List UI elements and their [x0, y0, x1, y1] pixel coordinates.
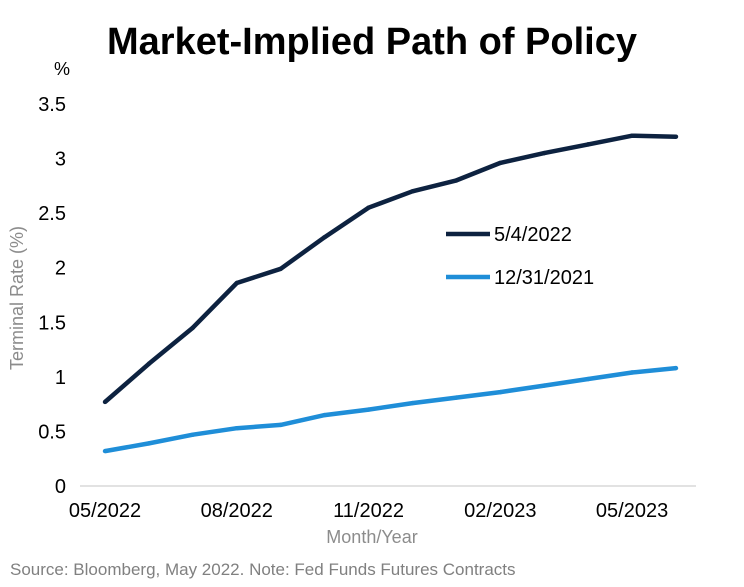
data-point: [366, 407, 371, 412]
data-point: [322, 234, 327, 240]
x-tick-label: 05/2023: [596, 500, 668, 522]
chart-title: Market-Implied Path of Policy: [107, 21, 637, 63]
y-axis: 0 0.5 1 1.5 2 2.5 3 3.5: [38, 94, 66, 498]
data-point: [498, 160, 503, 166]
x-axis-label: Month/Year: [326, 527, 417, 547]
series-line-2: [104, 365, 677, 454]
y-tick-label: 2.5: [38, 203, 66, 225]
data-point: [278, 266, 283, 272]
data-point: [454, 395, 459, 400]
data-point: [498, 389, 503, 395]
y-unit-label: %: [54, 59, 70, 79]
data-point: [410, 400, 415, 406]
source-note: Source: Bloomberg, May 2022. Note: Fed F…: [10, 560, 516, 579]
data-point: [102, 399, 108, 405]
y-tick-label: 0.5: [38, 421, 66, 443]
data-point: [629, 370, 635, 375]
data-point: [322, 412, 327, 418]
data-point: [585, 142, 591, 147]
data-point: [146, 441, 152, 446]
data-point: [278, 422, 283, 428]
x-tick-label: 02/2023: [464, 500, 536, 522]
data-point: [234, 280, 239, 286]
data-point: [102, 448, 108, 454]
y-axis-label: Terminal Rate (%): [7, 226, 27, 370]
y-tick-label: 1.5: [38, 312, 66, 334]
data-point: [410, 189, 415, 194]
y-tick-label: 0: [55, 476, 66, 498]
y-tick-label: 1: [55, 367, 66, 389]
data-point: [673, 365, 679, 371]
data-point: [234, 425, 239, 431]
x-tick-label: 08/2022: [201, 500, 273, 522]
legend: 5/4/2022 12/31/2021: [446, 224, 594, 289]
y-tick-label: 3: [55, 149, 66, 171]
data-point: [673, 134, 679, 139]
data-point: [190, 325, 196, 330]
legend-label: 12/31/2021: [494, 267, 594, 289]
data-point: [542, 383, 547, 388]
x-tick-label: 05/2022: [69, 500, 141, 522]
data-point: [454, 178, 459, 183]
series-lines: [102, 133, 679, 454]
legend-label: 5/4/2022: [494, 224, 572, 246]
data-point: [146, 361, 152, 366]
data-point: [542, 150, 547, 156]
y-tick-label: 2: [55, 258, 66, 280]
data-point: [585, 376, 591, 382]
y-tick-label: 3.5: [38, 94, 66, 116]
data-point: [366, 205, 371, 210]
data-point: [629, 133, 635, 138]
x-tick-label: 11/2022: [333, 500, 404, 522]
data-point: [190, 432, 196, 437]
series-line-1: [103, 133, 677, 404]
x-tick-labels: 05/2022 08/2022 11/2022 02/2023 05/2023: [69, 500, 668, 522]
